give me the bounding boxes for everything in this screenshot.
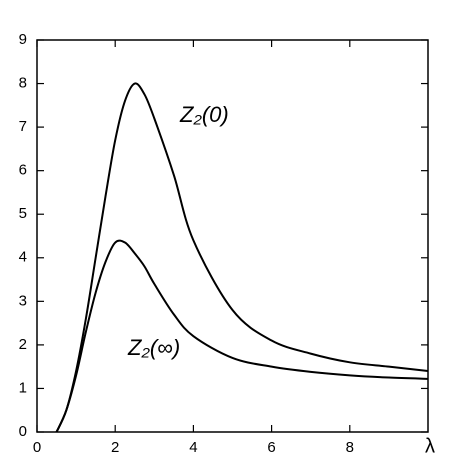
y-tick-label: 5 <box>19 205 27 222</box>
y-tick-label: 9 <box>19 31 27 48</box>
y-tick-label: 2 <box>19 336 27 353</box>
y-tick-label: 6 <box>19 162 27 179</box>
y-tick-label: 7 <box>19 118 27 135</box>
x-tick-label: 2 <box>111 439 119 456</box>
y-tick-label: 4 <box>19 249 27 266</box>
x-tick-label: 4 <box>189 439 197 456</box>
y-tick-label: 3 <box>19 292 27 309</box>
y-tick-label: 1 <box>19 379 27 396</box>
y-tick-label: 8 <box>19 75 27 92</box>
line <box>55 239 429 433</box>
y-tick-label: 0 <box>19 423 27 440</box>
x-tick-label: 6 <box>267 439 275 456</box>
series-label: Z₂(0) <box>179 102 229 127</box>
x-tick-label: 8 <box>346 439 354 456</box>
x-axis-label: λ <box>425 435 435 457</box>
series-label: Z₂(∞) <box>127 335 180 360</box>
x-tick-label: 0 <box>33 439 41 456</box>
line <box>55 82 429 433</box>
plot-frame <box>36 39 429 433</box>
